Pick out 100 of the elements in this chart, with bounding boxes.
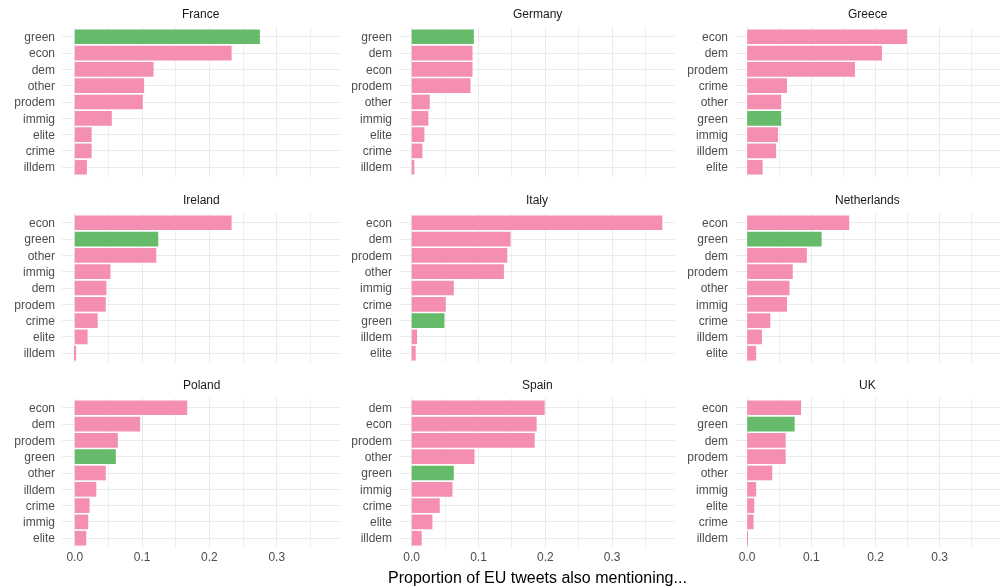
bar — [74, 280, 107, 296]
bar — [747, 215, 850, 231]
y-tick-label: dem — [368, 46, 392, 61]
y-tick-label: immig — [696, 482, 728, 497]
bar — [411, 231, 511, 247]
y-tick-label: green — [24, 449, 55, 464]
chart-title: Ireland — [183, 193, 220, 207]
y-tick-label: illdem — [360, 160, 392, 175]
bar — [74, 143, 92, 159]
bar — [74, 400, 188, 416]
y-tick-label: immig — [360, 281, 392, 296]
y-tick-label: prodem — [351, 248, 392, 263]
y-tick-label: elite — [32, 127, 56, 142]
y-tick-label: dem — [368, 400, 392, 415]
bar — [74, 94, 143, 110]
y-tick-label: illdem — [696, 531, 728, 546]
y-tick-label: elite — [705, 160, 729, 175]
bar — [747, 110, 782, 126]
y-tick-label: green — [697, 232, 728, 247]
bar — [747, 231, 822, 247]
y-tick-label: crime — [25, 313, 56, 328]
x-tick-label: 0.0 — [66, 550, 84, 564]
bar — [747, 400, 802, 416]
bar — [411, 45, 473, 61]
y-tick-label: crime — [25, 498, 56, 513]
bar — [74, 433, 118, 448]
y-tick-label: econ — [365, 417, 392, 432]
y-tick-label: illdem — [696, 144, 728, 159]
y-tick-label: immig — [696, 297, 728, 312]
y-tick-label: prodem — [351, 433, 392, 448]
bar — [411, 313, 445, 328]
bar — [74, 345, 77, 361]
bar — [74, 465, 106, 481]
y-tick-label: dem — [31, 281, 55, 296]
y-tick-label: prodem — [687, 264, 728, 279]
y-tick-label: econ — [701, 400, 728, 415]
y-tick-label: crime — [362, 297, 393, 312]
y-tick-label: crime — [25, 144, 56, 159]
bar — [747, 127, 778, 142]
chart-title: Spain — [522, 378, 553, 392]
bar — [411, 416, 537, 432]
bar — [747, 329, 762, 345]
y-tick-label: prodem — [351, 78, 392, 93]
y-tick-label: crime — [362, 498, 393, 513]
y-tick-label: other — [364, 95, 392, 110]
bar — [74, 29, 260, 45]
x-tick-label: 0.3 — [931, 550, 949, 564]
y-tick-label: elite — [369, 127, 393, 142]
y-tick-label: crime — [698, 515, 729, 530]
bar — [411, 465, 454, 481]
bar — [74, 45, 232, 61]
y-tick-label: other — [364, 264, 392, 279]
chart-title: Greece — [848, 7, 888, 21]
bar — [747, 29, 907, 45]
y-tick-label: dem — [704, 248, 728, 263]
y-tick-label: other — [27, 78, 55, 93]
y-tick-label: green — [24, 232, 55, 247]
bar — [74, 329, 88, 345]
y-tick-label: prodem — [14, 95, 55, 110]
y-tick-label: other — [700, 466, 728, 481]
y-tick-label: illdem — [360, 531, 392, 546]
y-tick-label: dem — [31, 62, 55, 77]
y-tick-label: prodem — [14, 433, 55, 448]
y-tick-label: crime — [698, 313, 729, 328]
bar — [74, 215, 232, 231]
y-tick-label: green — [697, 417, 728, 432]
y-tick-label: immig — [696, 127, 728, 142]
y-tick-label: econ — [28, 400, 55, 415]
bar — [747, 159, 763, 175]
y-tick-label: immig — [23, 515, 55, 530]
bar — [411, 94, 430, 110]
x-tick-label: 0.0 — [403, 550, 421, 564]
y-tick-label: immig — [23, 111, 55, 126]
x-tick-label: 0.2 — [867, 550, 885, 564]
chart-title: Poland — [183, 378, 221, 392]
chart-title: France — [182, 7, 220, 21]
y-tick-label: dem — [704, 46, 728, 61]
y-tick-label: elite — [369, 346, 393, 361]
y-tick-label: prodem — [687, 62, 728, 77]
chart-title: UK — [859, 378, 876, 392]
bar — [74, 530, 87, 546]
y-tick-label: econ — [701, 215, 728, 230]
y-tick-label: crime — [698, 78, 729, 93]
bar — [74, 449, 116, 465]
bar — [411, 280, 454, 296]
y-tick-label: econ — [365, 62, 392, 77]
y-tick-label: elite — [32, 531, 56, 546]
y-tick-label: econ — [701, 29, 728, 44]
y-tick-label: dem — [704, 433, 728, 448]
x-axis-title: Proportion of EU tweets also mentioning... — [388, 569, 687, 586]
y-tick-label: prodem — [687, 449, 728, 464]
y-tick-label: econ — [365, 215, 392, 230]
bar — [747, 416, 795, 432]
y-tick-label: immig — [360, 482, 392, 497]
y-tick-label: other — [27, 248, 55, 263]
bar — [747, 465, 773, 481]
bar — [411, 29, 474, 45]
bar — [747, 514, 754, 530]
y-tick-label: crime — [362, 144, 393, 159]
y-tick-label: other — [700, 281, 728, 296]
